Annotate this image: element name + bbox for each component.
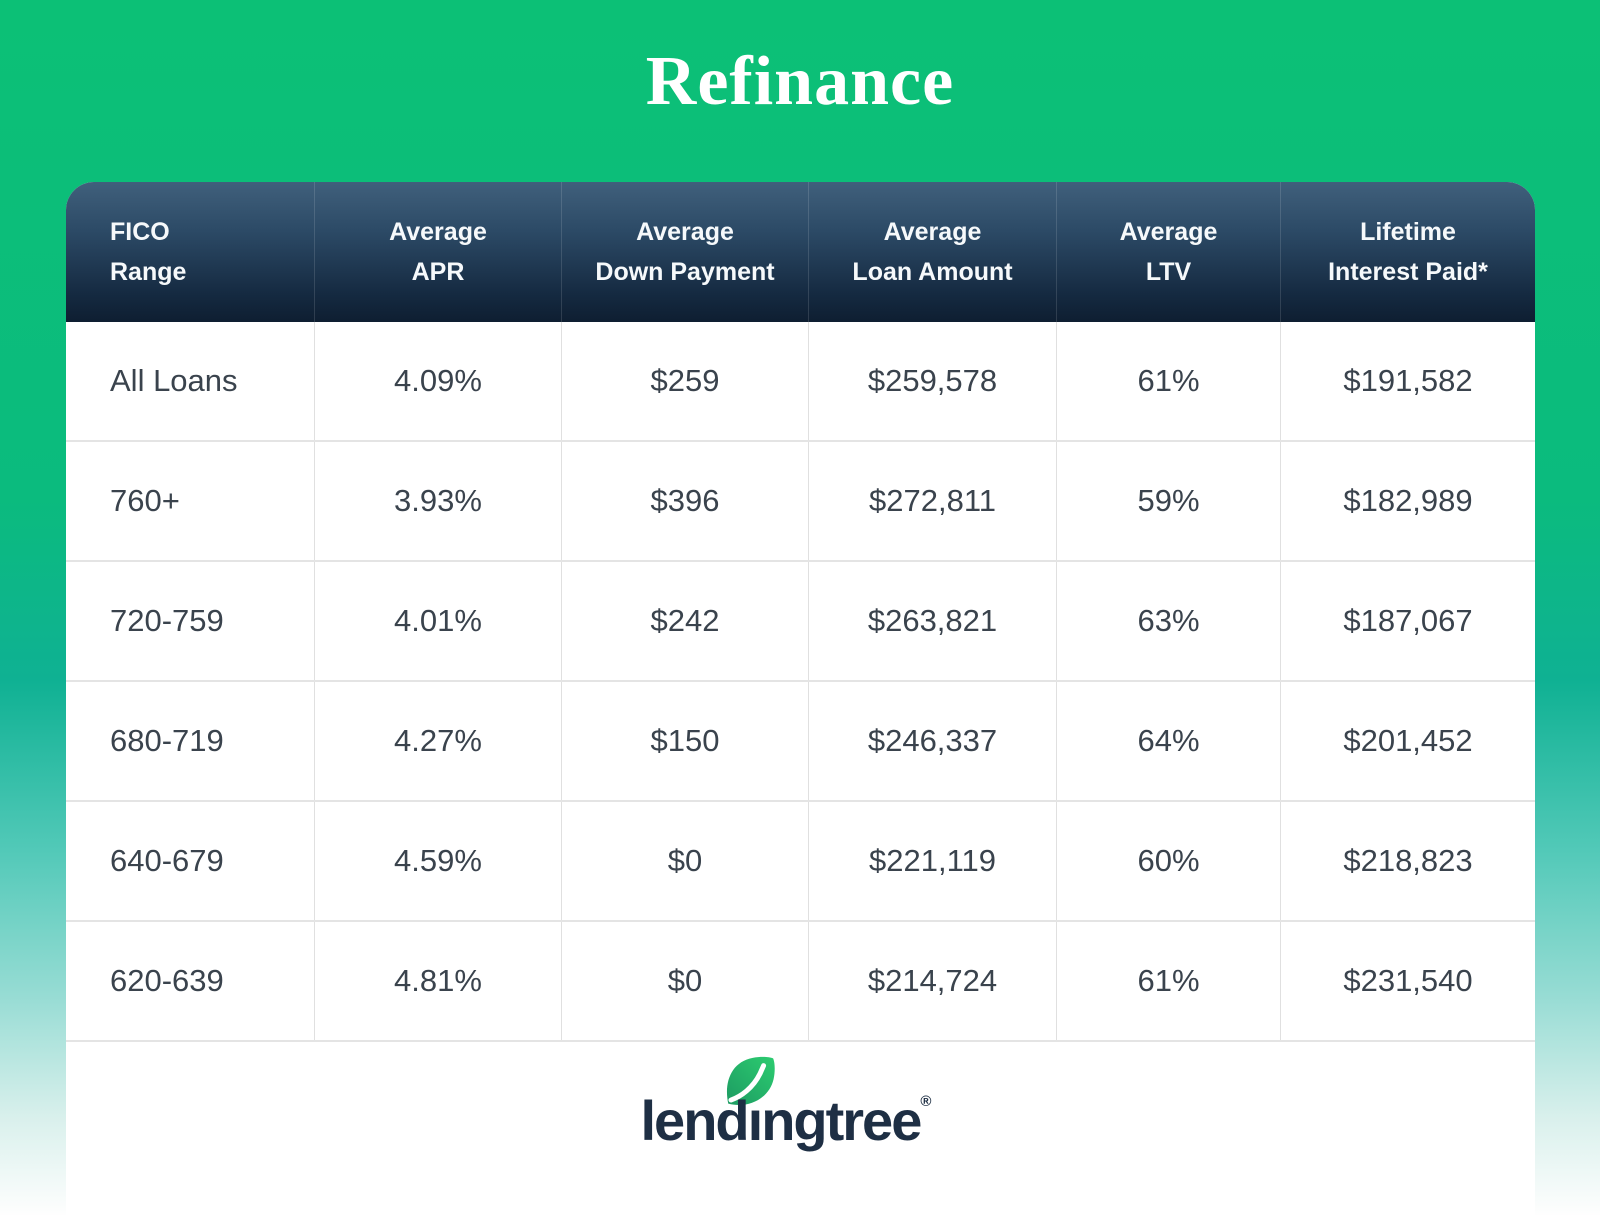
column-header-average-down-payment: Average Down Payment <box>561 182 808 322</box>
table-row-640-679: 640-679 4.59% $0 $221,119 60% $218,823 <box>66 802 1535 922</box>
table-row-720-759: 720-759 4.01% $242 $263,821 63% $187,067 <box>66 562 1535 682</box>
cell-loan-amount: $214,724 <box>808 922 1056 1040</box>
cell-apr: 4.01% <box>314 562 561 680</box>
cell-fico: All Loans <box>110 363 238 398</box>
cell-apr: 3.93% <box>314 442 561 560</box>
refinance-table: FICO Range Average APR Average Down Paym… <box>66 182 1535 1215</box>
cell-fico: 620-639 <box>110 963 224 998</box>
cell-loan-amount: $272,811 <box>808 442 1056 560</box>
dotless-i: ı <box>747 1089 764 1152</box>
column-header-fico-range: FICO Range <box>110 218 187 286</box>
leaf-icon <box>726 1056 775 1105</box>
cell-ltv: 61% <box>1056 322 1280 440</box>
column-header-average-loan-amount: Average Loan Amount <box>808 182 1056 322</box>
cell-fico: 720-759 <box>110 603 224 638</box>
table-row-760-plus: 760+ 3.93% $396 $272,811 59% $182,989 <box>66 442 1535 562</box>
table-header-row: FICO Range Average APR Average Down Paym… <box>66 182 1535 322</box>
cell-ltv: 61% <box>1056 922 1280 1040</box>
cell-down-payment: $396 <box>561 442 808 560</box>
cell-down-payment: $259 <box>561 322 808 440</box>
cell-interest-paid: $201,452 <box>1280 682 1535 800</box>
cell-loan-amount: $221,119 <box>808 802 1056 920</box>
table-row-620-639: 620-639 4.81% $0 $214,724 61% $231,540 <box>66 922 1535 1042</box>
column-header-lifetime-interest-paid: Lifetime Interest Paid* <box>1280 182 1535 322</box>
cell-loan-amount: $263,821 <box>808 562 1056 680</box>
cell-apr: 4.81% <box>314 922 561 1040</box>
cell-ltv: 64% <box>1056 682 1280 800</box>
cell-down-payment: $242 <box>561 562 808 680</box>
column-header-average-apr: Average APR <box>314 182 561 322</box>
page-title: Refinance <box>645 43 955 120</box>
cell-ltv: 59% <box>1056 442 1280 560</box>
table-row-680-719: 680-719 4.27% $150 $246,337 64% $201,452 <box>66 682 1535 802</box>
lendingtree-logo: lendıngtree® <box>641 1056 961 1166</box>
registered-trademark-symbol: ® <box>920 1093 932 1110</box>
cell-interest-paid: $191,582 <box>1280 322 1535 440</box>
cell-down-payment: $0 <box>561 922 808 1040</box>
cell-interest-paid: $187,067 <box>1280 562 1535 680</box>
cell-ltv: 60% <box>1056 802 1280 920</box>
column-header-average-ltv: Average LTV <box>1056 182 1280 322</box>
cell-loan-amount: $246,337 <box>808 682 1056 800</box>
cell-interest-paid: $231,540 <box>1280 922 1535 1040</box>
table-row-all-loans: All Loans 4.09% $259 $259,578 61% $191,5… <box>66 322 1535 442</box>
cell-interest-paid: $218,823 <box>1280 802 1535 920</box>
cell-fico: 680-719 <box>110 723 224 758</box>
table-footer: lendıngtree® <box>66 1042 1535 1213</box>
cell-down-payment: $0 <box>561 802 808 920</box>
cell-down-payment: $150 <box>561 682 808 800</box>
cell-apr: 4.59% <box>314 802 561 920</box>
cell-ltv: 63% <box>1056 562 1280 680</box>
cell-fico: 760+ <box>110 483 180 518</box>
cell-fico: 640-679 <box>110 843 224 878</box>
cell-loan-amount: $259,578 <box>808 322 1056 440</box>
cell-interest-paid: $182,989 <box>1280 442 1535 560</box>
cell-apr: 4.27% <box>314 682 561 800</box>
cell-apr: 4.09% <box>314 322 561 440</box>
lendingtree-wordmark: lendıngtree® <box>640 1089 932 1152</box>
